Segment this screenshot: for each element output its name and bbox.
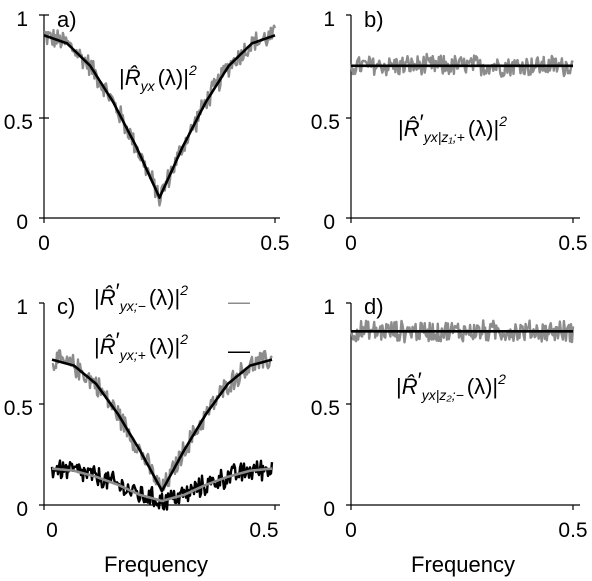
panel-b-annotation: |R̂′yx|z₁;+ (λ)|2 <box>398 110 507 145</box>
panel-a-series <box>43 24 277 207</box>
panel-d-axes <box>346 302 580 510</box>
panel-b-xtick-0: 0 <box>345 232 357 255</box>
panel-d-xlabel: Frequency <box>411 552 515 577</box>
panel-c-legend-swatch-2: — <box>228 338 250 363</box>
panel-d-label: d) <box>364 294 384 319</box>
panel-b-ytick-0: 0 <box>323 211 335 234</box>
panel-c-series <box>50 349 274 511</box>
panel-c-legend-entry-1: |R̂′yx;− (λ)|2 <box>94 279 188 314</box>
panel-d-ytick-1: 1 <box>323 296 335 319</box>
panel-d-ytick-0.5: 0.5 <box>311 397 340 420</box>
panel-b-ytick-1: 1 <box>323 8 335 31</box>
panel-c-series-4-smooth <box>51 467 273 503</box>
panel-a-series-1-noisy <box>43 24 277 207</box>
panel-a-xtick-0.5: 0.5 <box>260 232 289 255</box>
panel-a-ytick-0: 0 <box>16 211 28 234</box>
panel-d: 1 0.5 0 0 0.5 d) |R̂′yx|z₂;− (λ)|2 Freque… <box>311 294 588 577</box>
panel-c-xlabel: Frequency <box>104 552 208 577</box>
panel-b-xtick-0.5: 0.5 <box>558 232 587 255</box>
panel-c-ytick-1: 1 <box>16 296 28 319</box>
panel-b-ytick-0.5: 0.5 <box>311 111 340 134</box>
panel-b-series <box>349 52 574 78</box>
panel-c-xtick-0: 0 <box>46 519 58 542</box>
panel-d-xtick-0: 0 <box>345 519 357 542</box>
panel-a-series-2-smooth <box>43 34 276 199</box>
panel-d-ytick-0: 0 <box>323 498 335 521</box>
panel-c: 1 0.5 0 0 0.5 c) |R̂′yx;− (λ)|2 — |R̂′yx;… <box>4 279 280 577</box>
panel-c-legend-swatch-1: — <box>228 289 250 314</box>
panel-a-annotation: |R̂yx (λ)|2 <box>119 62 197 94</box>
panel-c-label: c) <box>57 294 75 319</box>
panel-d-xtick-0.5: 0.5 <box>558 519 587 542</box>
panel-a-label: a) <box>57 7 77 32</box>
panel-a-ytick-0.5: 0.5 <box>4 111 33 134</box>
panel-d-annotation: |R̂′yx|z₂;− (λ)|2 <box>396 368 506 403</box>
panel-a-ytick-1: 1 <box>16 8 28 31</box>
panel-a-xtick-0: 0 <box>38 232 50 255</box>
panel-c-series-3-noisy <box>50 459 274 511</box>
panel-b: 1 0.5 0 0 0.5 b) |R̂′yx|z₁;+ (λ)|2 <box>311 7 588 255</box>
panel-c-xtick-0.5: 0.5 <box>249 519 278 542</box>
panel-d-series <box>349 319 575 344</box>
panel-a: 1 0.5 0 0 0.5 a) |R̂yx (λ)|2 <box>4 7 290 255</box>
panel-c-legend-entry-2: |R̂′yx;+ (λ)|2 <box>94 328 188 363</box>
panel-b-label: b) <box>364 7 384 32</box>
panel-c-series-2-smooth <box>51 358 273 493</box>
panel-b-axes <box>346 14 580 223</box>
panel-a-axes <box>39 14 280 223</box>
panel-c-axes <box>39 302 280 510</box>
panel-c-ytick-0.5: 0.5 <box>4 397 33 420</box>
panel-c-ytick-0: 0 <box>16 498 28 521</box>
